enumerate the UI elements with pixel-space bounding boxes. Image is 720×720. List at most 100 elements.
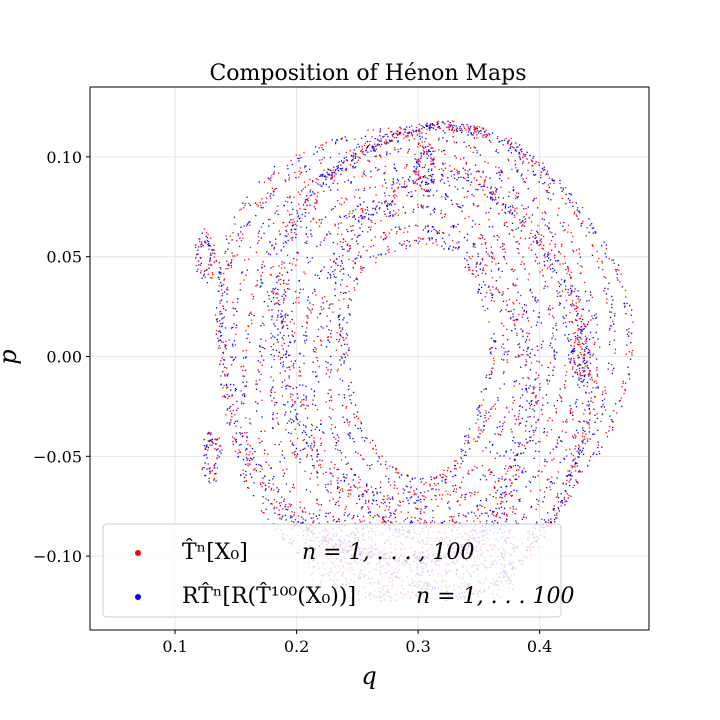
scatter-point-series-1 <box>301 404 303 406</box>
scatter-point-series-1 <box>207 463 209 465</box>
scatter-point-series-1 <box>376 169 379 172</box>
scatter-point-series-2 <box>393 163 395 166</box>
scatter-point-series-2 <box>532 408 534 410</box>
scatter-point-series-1 <box>337 477 339 479</box>
scatter-point-series-1 <box>424 176 426 178</box>
scatter-point-series-2 <box>589 369 591 372</box>
scatter-point-series-1 <box>407 511 409 514</box>
scatter-point-series-2 <box>566 475 568 478</box>
scatter-point-series-1 <box>517 344 519 346</box>
scatter-point-series-2 <box>303 507 306 509</box>
scatter-point-series-2 <box>386 151 388 153</box>
scatter-point-series-1 <box>363 187 366 189</box>
scatter-point-series-1 <box>491 367 493 369</box>
scatter-point-series-2 <box>316 460 318 462</box>
scatter-point-series-1 <box>423 147 425 149</box>
scatter-point-series-1 <box>429 485 431 487</box>
scatter-point-series-1 <box>405 247 407 250</box>
scatter-point-series-1 <box>418 177 421 179</box>
scatter-point-series-2 <box>514 381 516 383</box>
scatter-point-series-1 <box>286 224 289 227</box>
scatter-point-series-1 <box>488 132 490 135</box>
scatter-point-series-2 <box>276 402 278 404</box>
scatter-point-series-1 <box>467 174 469 177</box>
scatter-point-series-2 <box>515 241 517 243</box>
scatter-point-series-1 <box>355 146 358 149</box>
scatter-point-series-1 <box>395 520 397 523</box>
scatter-point-series-1 <box>469 491 471 494</box>
scatter-point-series-2 <box>498 196 500 199</box>
scatter-point-series-2 <box>284 316 287 318</box>
scatter-point-series-2 <box>502 492 504 494</box>
scatter-point-series-2 <box>424 227 426 229</box>
scatter-point-series-2 <box>305 489 308 491</box>
scatter-point-series-2 <box>564 334 566 336</box>
scatter-point-series-1 <box>468 216 470 218</box>
scatter-point-series-1 <box>543 430 546 433</box>
scatter-point-series-1 <box>364 142 366 144</box>
scatter-point-series-1 <box>271 503 273 505</box>
scatter-point-series-1 <box>484 264 486 266</box>
scatter-point-series-1 <box>406 136 408 138</box>
scatter-point-series-2 <box>490 186 493 188</box>
scatter-point-series-1 <box>382 517 384 519</box>
scatter-point-series-1 <box>583 281 586 284</box>
scatter-point-series-2 <box>443 182 446 184</box>
scatter-point-series-1 <box>528 162 530 164</box>
scatter-point-series-2 <box>283 262 285 264</box>
scatter-point-series-2 <box>477 170 479 172</box>
scatter-point-series-2 <box>448 234 450 236</box>
scatter-point-series-2 <box>287 327 289 330</box>
scatter-point-series-2 <box>507 287 509 290</box>
scatter-point-series-1 <box>576 336 578 338</box>
scatter-point-series-1 <box>209 252 212 255</box>
scatter-point-series-1 <box>524 430 527 432</box>
scatter-point-series-2 <box>454 484 457 487</box>
scatter-point-series-1 <box>310 472 312 475</box>
scatter-point-series-1 <box>533 174 536 177</box>
scatter-point-series-1 <box>336 332 338 334</box>
scatter-point-series-1 <box>552 508 555 511</box>
scatter-point-series-1 <box>375 452 377 455</box>
scatter-point-series-1 <box>596 260 598 263</box>
scatter-point-series-1 <box>333 175 336 177</box>
scatter-point-series-1 <box>430 163 433 165</box>
scatter-point-series-1 <box>316 499 318 501</box>
scatter-point-series-1 <box>490 299 493 302</box>
scatter-point-series-2 <box>361 217 364 219</box>
scatter-point-series-1 <box>603 276 605 278</box>
scatter-point-series-1 <box>564 262 566 264</box>
scatter-point-series-2 <box>301 522 303 524</box>
scatter-point-series-2 <box>278 279 280 281</box>
scatter-point-series-2 <box>478 284 481 286</box>
scatter-point-series-1 <box>330 303 332 305</box>
scatter-point-series-1 <box>484 296 486 298</box>
scatter-point-series-2 <box>512 313 514 315</box>
scatter-point-series-2 <box>505 204 507 206</box>
scatter-point-series-1 <box>329 472 332 474</box>
scatter-point-series-1 <box>245 417 247 419</box>
scatter-point-series-2 <box>341 279 343 281</box>
scatter-point-series-1 <box>492 191 494 193</box>
scatter-point-series-1 <box>417 146 419 148</box>
scatter-point-series-1 <box>420 518 422 521</box>
scatter-point-series-1 <box>338 299 340 301</box>
scatter-point-series-2 <box>520 328 522 330</box>
scatter-point-series-1 <box>548 226 550 229</box>
scatter-point-series-2 <box>479 183 481 186</box>
scatter-point-series-1 <box>412 182 415 185</box>
scatter-point-series-1 <box>574 288 576 290</box>
scatter-point-series-1 <box>514 423 516 425</box>
scatter-point-series-1 <box>503 512 505 514</box>
scatter-point-series-1 <box>470 147 472 149</box>
scatter-point-series-2 <box>354 258 357 260</box>
scatter-point-series-1 <box>393 209 395 212</box>
scatter-point-series-1 <box>571 303 574 305</box>
scatter-point-series-1 <box>572 436 575 439</box>
scatter-point-series-2 <box>352 210 354 212</box>
scatter-point-series-1 <box>352 158 354 160</box>
scatter-point-series-2 <box>283 293 285 296</box>
scatter-point-series-2 <box>429 150 431 153</box>
scatter-point-series-2 <box>311 434 313 437</box>
scatter-point-series-2 <box>334 281 337 284</box>
